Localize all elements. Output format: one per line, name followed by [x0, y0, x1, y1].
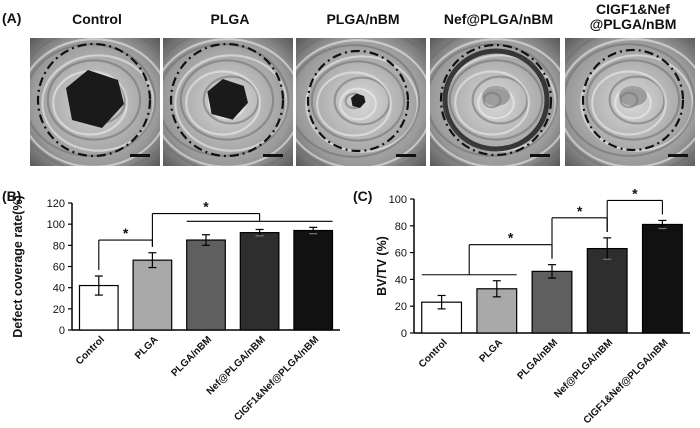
y-tick-label: 100	[389, 194, 407, 206]
ct-image-plga-nbm	[296, 38, 426, 166]
y-tick-label: 20	[53, 304, 65, 316]
bone-texture	[454, 70, 530, 136]
x-tick-label: Nef@PLGA/nBM	[205, 334, 268, 397]
y-axis-label: Defect coverage rate(%)	[11, 195, 25, 337]
y-axis-label: BV/TV (%)	[375, 236, 389, 296]
bone-texture	[296, 44, 421, 158]
bar-nef-plga-nbm	[586, 247, 628, 334]
photo-title-cigf1-nef-plga-nbm: CIGF1&Nef @PLGA/nBM	[589, 1, 677, 32]
bone-texture	[316, 71, 392, 137]
significance-star: *	[123, 225, 129, 241]
bone-texture	[185, 70, 261, 136]
panel-label-a: (A)	[2, 10, 22, 26]
bone-texture	[580, 54, 694, 152]
significance-bracket: *	[421, 230, 553, 276]
defect-hole	[351, 93, 366, 108]
scale-bar	[530, 154, 550, 157]
y-tick-label: 60	[53, 262, 65, 274]
chart-bv-tv: 0 20 40 60 80 100 BV/TV (%) Control PLGA PLGA/nBM…	[375, 185, 690, 426]
x-tick-label: Nef@PLGA/nBM	[552, 337, 615, 400]
y-tick-label: 60	[395, 248, 407, 260]
defect-boundary-circle	[36, 42, 152, 158]
x-tick-label: Control	[417, 337, 450, 370]
x-tick-label: PLGA/nBM	[169, 334, 214, 379]
defect-boundary-circle	[581, 48, 685, 152]
bone-texture	[448, 59, 544, 141]
y-tick-label: 40	[53, 283, 65, 295]
ct-image-control	[30, 38, 160, 166]
ct-image-plga	[163, 38, 293, 166]
bone-texture	[296, 39, 426, 166]
scale-bar	[396, 154, 416, 157]
y-tick-label: 100	[47, 219, 65, 231]
defect-boundary-circle	[439, 43, 553, 157]
bone-texture	[565, 38, 695, 166]
bone-texture	[333, 76, 391, 126]
significance-bracket: *	[151, 199, 333, 247]
photo-title-plga: PLGA	[210, 11, 250, 27]
x-tick-label: Control	[74, 334, 107, 367]
y-tick-label: 80	[53, 240, 65, 252]
bone-texture	[163, 43, 290, 157]
implant-ring	[442, 48, 550, 152]
bar-cigf1-nef-plga-nbm	[293, 229, 334, 331]
x-tick-label: PLGA/nBM	[515, 337, 560, 382]
y-tick-label: 40	[395, 274, 407, 286]
y-tick-label: 80	[395, 221, 407, 233]
panel-label-b: (B)	[2, 188, 22, 204]
bone-texture	[163, 38, 293, 166]
y-tick-label: 120	[47, 198, 65, 210]
bone-texture	[305, 55, 419, 153]
bone-texture	[585, 59, 681, 141]
defect-hole	[207, 79, 248, 120]
bone-texture	[179, 59, 275, 141]
defect-remnant	[619, 86, 647, 106]
y-tick-label: 20	[395, 301, 407, 313]
ct-image-nef-plga-nbm	[430, 38, 560, 166]
photo-title-plga-nbm: PLGA/nBM	[326, 11, 400, 27]
bone-texture	[202, 75, 260, 125]
photo-title-control: Control	[72, 11, 122, 27]
defect-boundary-circle	[306, 49, 410, 153]
bar-plga	[132, 259, 173, 331]
x-tick-label: PLGA	[477, 337, 504, 364]
significance-bracket: *	[606, 185, 663, 232]
bar-plga-nbm	[186, 239, 226, 331]
scale-bar	[668, 154, 688, 157]
defect-boundary-circle	[169, 42, 285, 158]
bone-texture	[41, 54, 155, 152]
bone-texture	[608, 75, 666, 125]
chart-defect-coverage: 0 20 40 60 80 100 120 Defect coverage rate(%) Co…	[11, 195, 340, 423]
defect-hole	[66, 70, 124, 128]
bar-nef-plga-nbm	[239, 232, 280, 331]
bar-plga-nbm	[531, 270, 573, 334]
photo-title-nef-plga-nbm: Nef@PLGA/nBM	[443, 11, 554, 27]
y-tick-label: 0	[59, 325, 65, 337]
bone-texture	[471, 75, 529, 125]
bone-texture	[339, 87, 377, 121]
x-tick-label: PLGA	[133, 334, 160, 361]
significance-star: *	[632, 185, 638, 201]
scale-bar	[263, 154, 283, 157]
y-tick-label: 0	[401, 328, 407, 340]
bone-texture	[310, 60, 406, 142]
significance-star: *	[203, 199, 209, 215]
bone-texture	[30, 43, 157, 157]
panel-label-c: (C)	[353, 188, 373, 204]
bone-texture	[591, 70, 667, 136]
ct-image-cigf1-nef-plga-nbm	[565, 38, 695, 166]
bone-texture	[174, 54, 288, 152]
bone-texture	[565, 43, 695, 157]
bone-texture	[46, 59, 142, 141]
bone-texture	[30, 38, 160, 166]
bone-texture	[430, 38, 560, 166]
significance-star: *	[577, 203, 583, 219]
significance-star: *	[508, 230, 514, 246]
scale-bar	[130, 154, 150, 157]
defect-remnant	[482, 86, 510, 106]
bar-cigf1-nef-plga-nbm	[641, 223, 683, 334]
